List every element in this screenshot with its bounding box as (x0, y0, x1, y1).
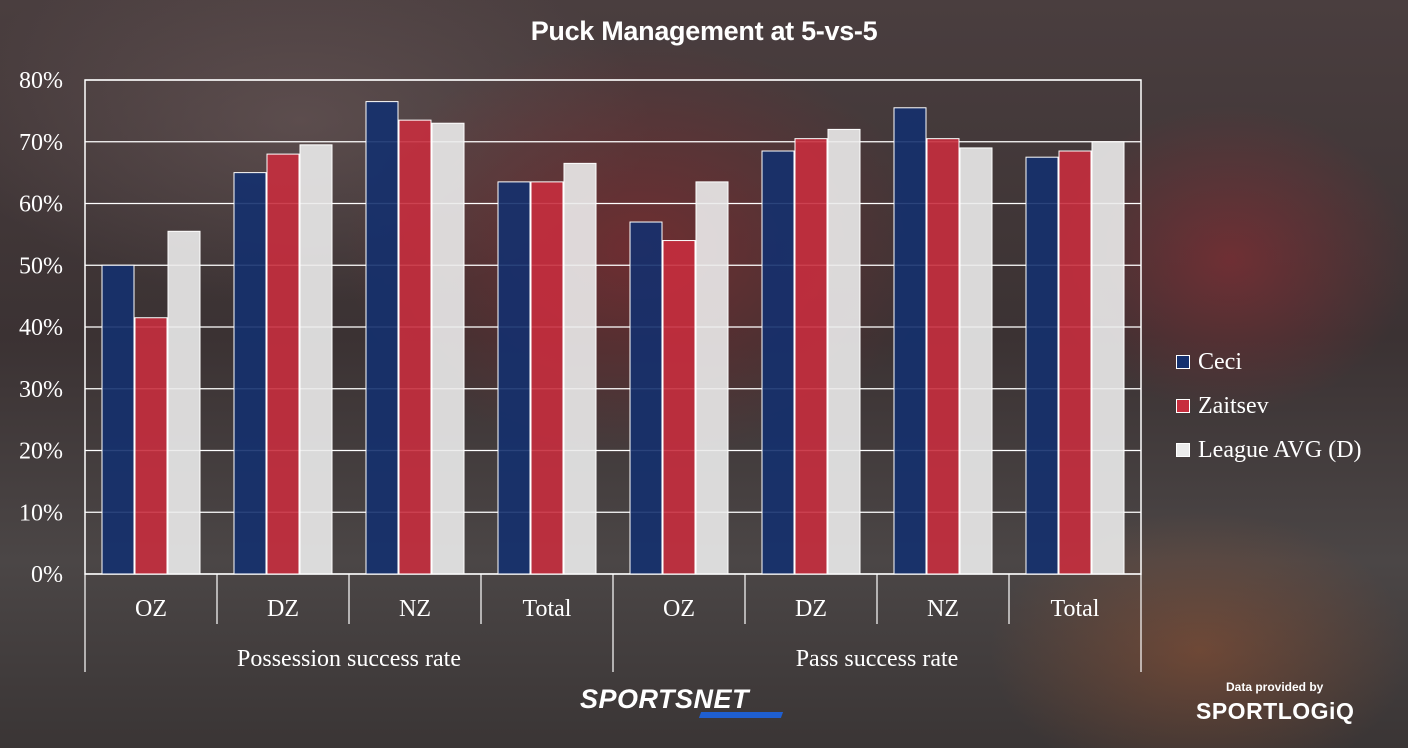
data-credit-label: Data provided by (1226, 680, 1324, 694)
legend-item-zaitsev: Zaitsev (1176, 384, 1362, 428)
bar-zaitsev (662, 240, 696, 575)
y-tick-label: 40% (19, 315, 63, 341)
y-tick-label: 50% (19, 253, 63, 279)
bar-ceci (233, 172, 267, 575)
x-category-label: NZ (399, 596, 431, 622)
x-category-label: DZ (795, 596, 827, 622)
bar-ceci (365, 101, 399, 575)
legend-label: Zaitsev (1198, 392, 1269, 419)
bar-league-avg-d (959, 147, 993, 575)
bar-league-avg-d (1091, 141, 1125, 575)
y-tick-label: 80% (19, 68, 63, 94)
legend-swatch-league-avg (1176, 443, 1190, 457)
y-tick-label: 60% (19, 192, 63, 218)
x-category-label: OZ (135, 596, 167, 622)
bar-league-avg-d (563, 162, 597, 575)
legend-label: Ceci (1198, 348, 1242, 375)
legend-label: League AVG (D) (1198, 436, 1362, 463)
x-category-label: OZ (663, 596, 695, 622)
sportsnet-logo: SPORTSNET (580, 684, 750, 714)
sportsnet-logo-swoosh (698, 712, 784, 718)
y-tick-label: 20% (19, 439, 63, 465)
x-category-label: Total (523, 596, 572, 622)
x-group-label: Pass success rate (796, 646, 959, 672)
x-category-label: DZ (267, 596, 299, 622)
bar-league-avg-d (167, 230, 201, 575)
bar-ceci (761, 150, 795, 575)
bar-league-avg-d (431, 122, 465, 575)
bar-ceci (497, 181, 531, 575)
bar-league-avg-d (827, 128, 861, 575)
bar-ceci (893, 107, 927, 575)
x-category-label: NZ (927, 596, 959, 622)
legend-item-ceci: Ceci (1176, 340, 1362, 384)
bar-zaitsev (266, 153, 300, 575)
x-category-label: Total (1051, 596, 1100, 622)
bar-ceci (1025, 156, 1059, 575)
y-tick-label: 30% (19, 377, 63, 403)
bar-zaitsev (530, 181, 564, 575)
legend-swatch-ceci (1176, 355, 1190, 369)
legend-item-league-avg: League AVG (D) (1176, 428, 1362, 472)
bar-zaitsev (134, 317, 168, 575)
bar-zaitsev (794, 138, 828, 575)
legend: Ceci Zaitsev League AVG (D) (1176, 340, 1362, 472)
y-tick-label: 10% (19, 500, 63, 526)
bar-ceci (101, 264, 135, 575)
bar-zaitsev (926, 138, 960, 575)
bar-league-avg-d (695, 181, 729, 575)
legend-swatch-zaitsev (1176, 399, 1190, 413)
y-tick-label: 0% (31, 562, 63, 588)
bar-ceci (629, 221, 663, 575)
y-tick-label: 70% (19, 130, 63, 156)
bar-zaitsev (398, 119, 432, 575)
bar-zaitsev (1058, 150, 1092, 575)
sportlogiq-logo: SPORTLOGiQ (1196, 698, 1355, 724)
chart-title: Puck Management at 5-vs-5 (530, 16, 878, 46)
bar-league-avg-d (299, 144, 333, 575)
x-group-label: Possession success rate (237, 646, 461, 672)
